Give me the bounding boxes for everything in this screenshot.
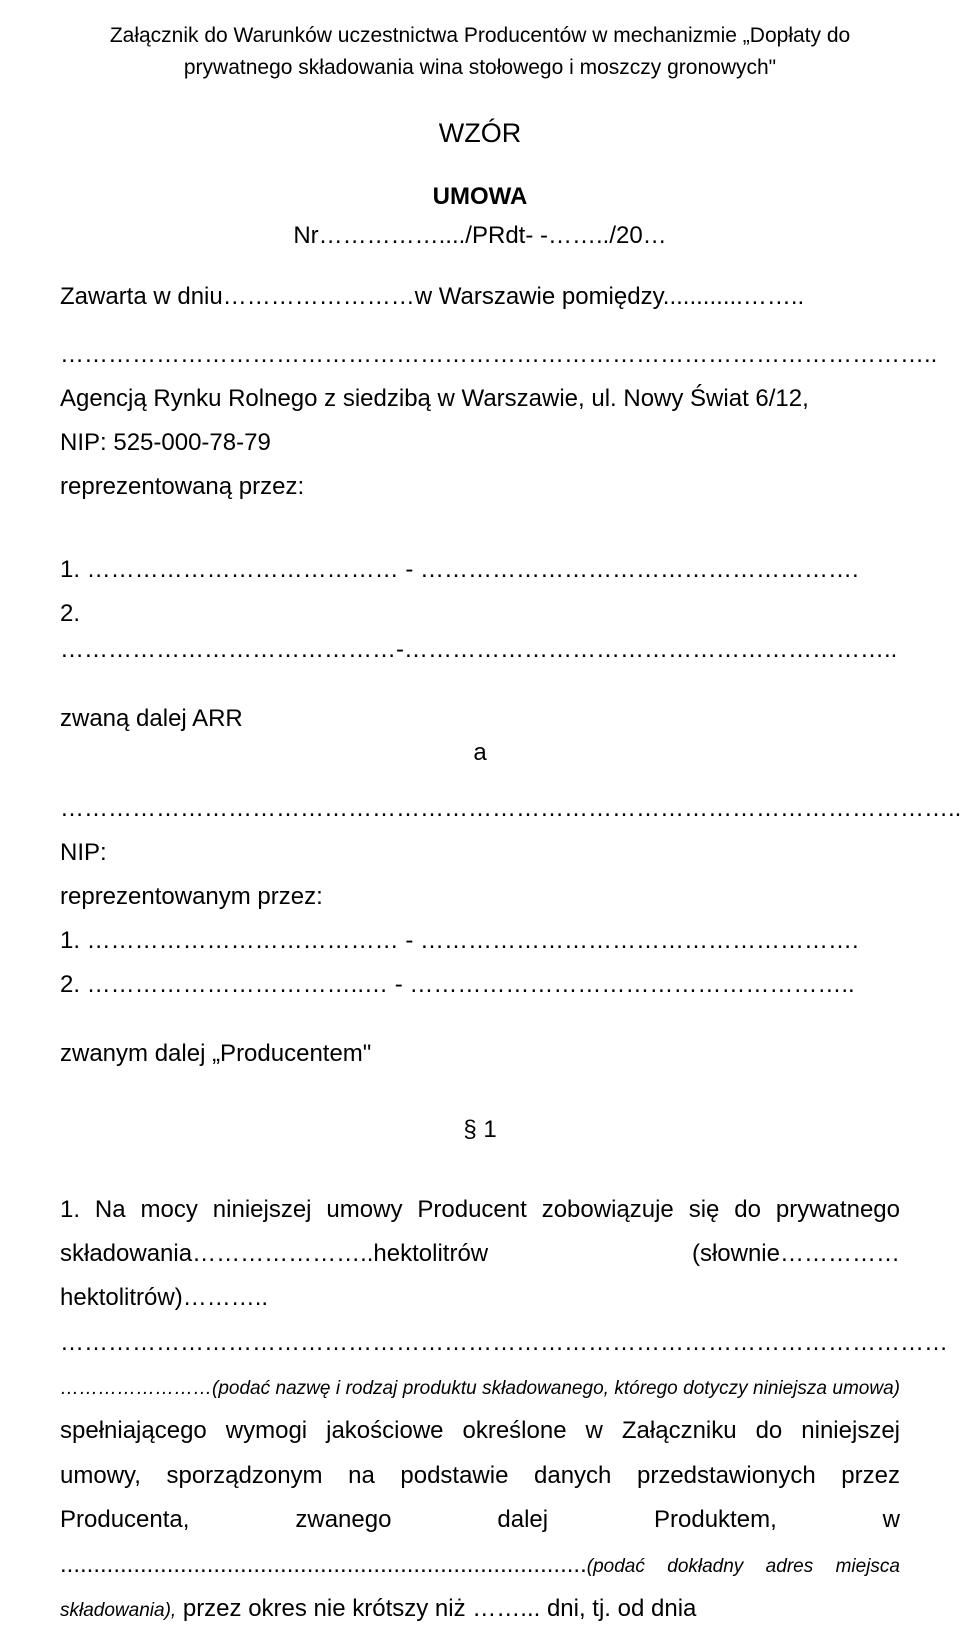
section-1: § 1 — [60, 1112, 900, 1148]
para1-end: przez okres nie krótszy niż ……... dni, t… — [176, 1595, 696, 1622]
umowa-nr: Nr……………..../PRdt- -……../20… — [60, 218, 900, 254]
reprez-line: reprezentowaną przez: — [60, 469, 900, 505]
a-separator: a — [60, 735, 900, 771]
paragraph-1: 1. Na mocy niniejszej umowy Producent zo… — [60, 1188, 900, 1631]
zawarta-line: Zawarta w dniu……………………w Warszawie pomięd… — [60, 279, 900, 315]
rep-1: 1. ………………………………… - ………………………………………………. — [60, 552, 900, 588]
nip-line: NIP: 525-000-78-79 — [60, 425, 900, 461]
rep-2: 2. ……………………………………-…………………………………………………….. — [60, 596, 900, 668]
rep2-1: 1. ………………………………… - ………………………………………………. — [60, 923, 900, 959]
reprez2-line: reprezentowanym przez: — [60, 879, 900, 915]
umowa-title: UMOWA — [60, 179, 900, 215]
zwanym-producentem: zwanym dalej „Producentem" — [60, 1036, 900, 1072]
dots-line-2: ………………………………………………………………………………………………….. — [60, 791, 900, 827]
para1-dots: ………………………………………………………………………………………………… — [60, 1329, 948, 1356]
attachment-header: Załącznik do Warunków uczestnictwa Produ… — [60, 20, 900, 83]
wzor-label: WZÓR — [60, 113, 900, 154]
nip2-line: NIP: — [60, 835, 900, 871]
rep2-2: 2. ……………………………..… - ……………………………………………….. — [60, 967, 900, 1003]
zwana-arr: zwaną dalej ARR — [60, 701, 900, 737]
agencja-line: Agencją Rynku Rolnego z siedzibą w Warsz… — [60, 381, 900, 417]
para1-cont: spełniającego wymogi jakościowe określon… — [60, 1417, 900, 1577]
para1-italic-hint: ……………………(podać nazwę i rodzaj produktu s… — [60, 1378, 900, 1399]
para1-text: 1. Na mocy niniejszej umowy Producent zo… — [60, 1196, 900, 1312]
dots-line-1: ……………………………………………………………………………………………….. — [60, 337, 900, 373]
